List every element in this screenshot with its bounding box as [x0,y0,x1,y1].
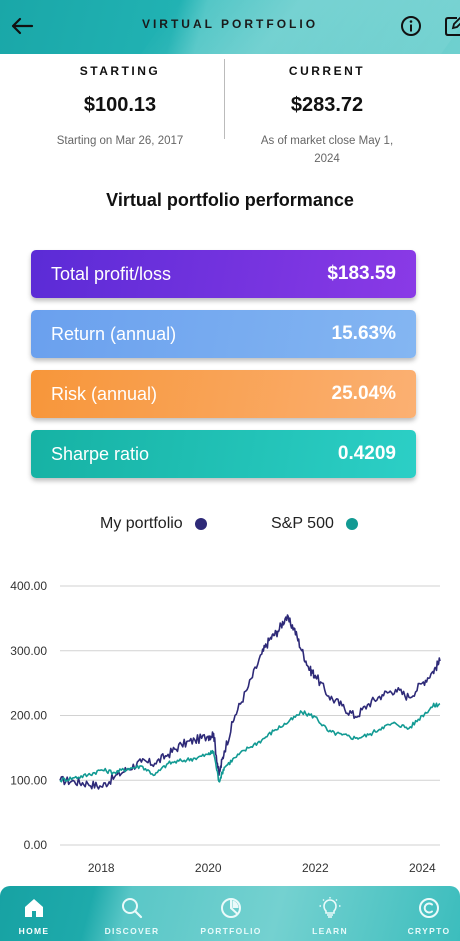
legend-dot-portfolio [194,518,207,530]
legend-item-sp500[interactable]: S&P 500 [271,515,358,533]
sharpe-ratio-card[interactable]: Sharpe ratio 0.4209 [31,430,416,478]
y-tick-label: 300.00 [10,644,47,658]
nav-portfolio-label: PORTFOLIO [200,926,262,936]
portfolio-summary: STARTING $100.13 Starting on Mar 26, 201… [0,54,460,174]
x-tick-label: 2020 [195,861,222,875]
nav-home-label: HOME [18,926,50,936]
legend-item-portfolio[interactable]: My portfolio [100,515,207,533]
starting-summary: STARTING $100.13 Starting on Mar 26, 201… [20,54,220,150]
y-tick-label: 400.00 [10,579,47,593]
profit-loss-card[interactable]: Total profit/loss $183.59 [31,250,416,298]
search-icon [122,898,143,919]
nav-discover-label: DISCOVER [104,926,160,936]
crypto-coin-icon [419,898,439,918]
annual-risk-card[interactable]: Risk (annual) 25.04% [31,370,416,418]
performance-chart-svg: 0.00 100.00 200.00 300.00 400.00 2018 2020 2022… [10,579,441,875]
performance-chart: 0.00 100.00 200.00 300.00 400.00 2018 2020 2022… [0,570,460,880]
lightbulb-icon [319,897,341,918]
legend-label-portfolio: My portfolio [100,515,183,532]
chart-legend: My portfolio S&P 500 [0,515,460,537]
current-date: As of market close May 1, 2024 [260,135,394,165]
annual-return-label: Return (annual) [51,323,177,344]
starting-label: STARTING [79,64,161,78]
y-tick-label: 100.00 [10,773,47,787]
nav-home[interactable]: HOME [0,886,80,941]
info-button[interactable] [399,14,423,38]
page-title: VIRTUAL PORTFOLIO [141,17,319,31]
sharpe-ratio-label: Sharpe ratio [51,443,150,464]
annual-risk-label: Risk (annual) [51,383,158,404]
nav-portfolio[interactable]: PORTFOLIO [185,886,277,941]
y-tick-label: 0.00 [24,838,48,852]
nav-crypto-label: CRYPTO [407,926,451,936]
edit-icon [445,16,460,36]
annual-risk-value: 25.04% [331,383,396,404]
nav-learn[interactable]: LEARN [284,886,376,941]
arrow-left-icon [11,17,34,35]
sharpe-ratio-value: 0.4209 [337,443,396,464]
edit-button[interactable] [443,14,460,38]
back-button[interactable] [8,12,36,40]
y-tick-label: 200.00 [10,709,47,723]
app-header: VIRTUAL PORTFOLIO [0,0,460,54]
annual-return-card[interactable]: Return (annual) 15.63% [31,310,416,358]
x-tick-label: 2018 [88,861,115,875]
starting-date: Starting on Mar 26, 2017 [56,135,184,147]
performance-title: Virtual portfolio performance [106,190,354,210]
series-line-sp500 [59,702,441,783]
starting-value: $100.13 [83,94,157,116]
nav-crypto[interactable]: CRYPTO [383,886,460,941]
bottom-nav: HOME DISCOVER PORTFOLIO LEARN CRYPTO [0,886,460,941]
info-icon [401,16,421,36]
legend-dot-sp500 [345,518,358,530]
pie-chart-icon [221,898,241,918]
series-line-my-portfolio [59,614,441,790]
nav-discover[interactable]: DISCOVER [86,886,178,941]
legend-label-sp500: S&P 500 [271,515,334,532]
nav-learn-label: LEARN [312,926,348,936]
current-value: $283.72 [290,94,364,116]
current-summary: CURRENT $283.72 As of market close May 1… [227,54,427,168]
current-label: CURRENT [288,64,366,78]
home-icon [25,899,43,917]
annual-return-value: 15.63% [331,323,396,344]
x-tick-label: 2024 [409,861,436,875]
summary-divider [224,59,225,139]
x-tick-label: 2022 [302,861,329,875]
profit-loss-label: Total profit/loss [51,263,172,284]
profit-loss-value: $183.59 [327,263,396,284]
